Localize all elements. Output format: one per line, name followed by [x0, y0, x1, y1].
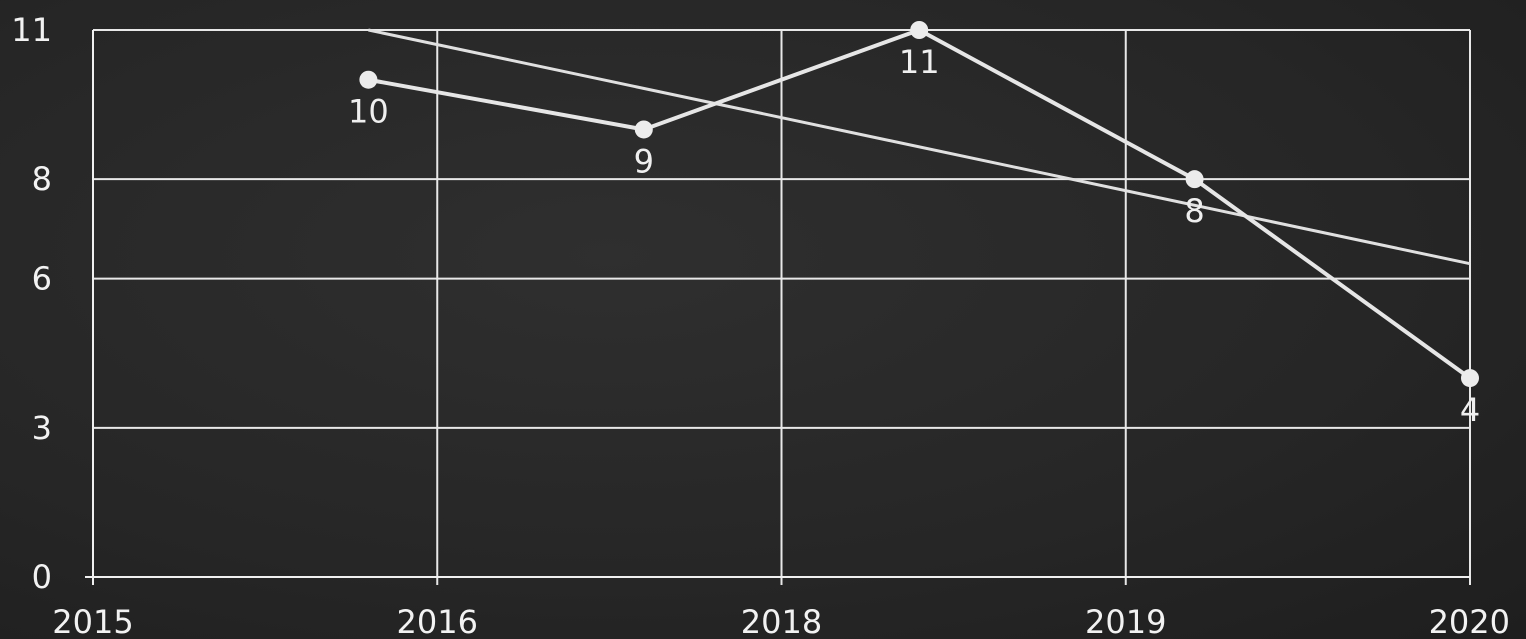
data-label-4: 4 [1460, 391, 1480, 429]
data-point-4 [1461, 369, 1479, 388]
x-tick-label-2: 2018 [741, 603, 822, 639]
data-label-3: 8 [1184, 192, 1204, 230]
x-tick-label-1: 2016 [397, 603, 478, 639]
y-tick-label-1: 3 [32, 409, 52, 447]
y-tick-label-3: 8 [32, 160, 52, 198]
x-tick-label-3: 2019 [1085, 603, 1166, 639]
x-tick-label-4: 2020 [1429, 603, 1510, 639]
data-label-2: 11 [899, 43, 940, 81]
data-label-1: 9 [634, 142, 654, 180]
series-line-0 [366, 28, 1472, 381]
data-point-0 [359, 70, 378, 89]
data-point-2 [910, 21, 929, 39]
x-tick-label-0: 2015 [52, 603, 133, 639]
data-label-0: 10 [348, 93, 389, 131]
y-tick-label-0: 0 [32, 558, 52, 596]
y-tick-label-4: 11 [11, 11, 52, 49]
y-tick-label-2: 6 [32, 260, 52, 298]
trendline [368, 28, 1471, 266]
data-point-1 [634, 120, 653, 139]
data-point-3 [1185, 170, 1204, 189]
